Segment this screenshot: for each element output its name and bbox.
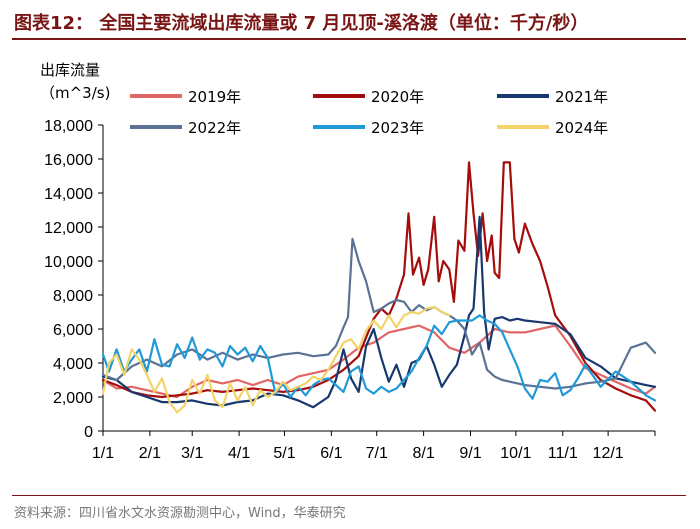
y-tick-label: 0 xyxy=(84,424,93,441)
series-line-5 xyxy=(101,314,657,402)
y-tick-label: 16,000 xyxy=(44,152,93,169)
x-tick-label: 1/1 xyxy=(92,445,114,462)
source-note: 资料来源：四川省水文水资源勘测中心，Wind，华泰研究 xyxy=(14,506,346,521)
footer-divider xyxy=(12,495,686,496)
x-tick-label: 3/1 xyxy=(181,445,203,462)
legend-label-4: 2022年 xyxy=(188,119,241,137)
y-tick-label: 14,000 xyxy=(44,186,93,203)
x-tick-label: 9/1 xyxy=(459,445,481,462)
axes: 0 2,000 4,000 6,000 8,000 10,000 12,000 14,000 1… xyxy=(44,118,656,462)
x-tick-label: 2/1 xyxy=(139,445,161,462)
x-tick-label: 11/1 xyxy=(548,445,578,462)
series-line-2 xyxy=(101,161,657,412)
series-line-4 xyxy=(101,237,657,390)
title-divider xyxy=(12,38,686,40)
y-tick-label: 2,000 xyxy=(53,390,93,407)
legend-label-1: 2019年 xyxy=(188,88,241,106)
series-group xyxy=(101,161,657,414)
x-tick-label: 7/1 xyxy=(366,445,388,462)
y-tick-label: 6,000 xyxy=(53,322,93,339)
chart-title: 图表12： 全国主要流域出库流量或 7 月见顶-溪洛渡（单位：千方/秒） xyxy=(14,13,589,34)
y-tick-label: 18,000 xyxy=(44,118,93,135)
legend: 2019年 2020年 2021年 2022年 2023年 2024年 xyxy=(130,88,608,137)
legend-label-6: 2024年 xyxy=(555,119,608,137)
x-tick-label: 6/1 xyxy=(320,445,342,462)
y-tick-label: 4,000 xyxy=(53,356,93,373)
y-tick-label: 12,000 xyxy=(44,220,93,237)
line-chart: 出库流量 （m^3/s) 0 2,000 4,000 6,000 8,000 10,000… xyxy=(40,61,657,462)
y-tick-label: 8,000 xyxy=(53,288,93,305)
x-tick-label: 5/1 xyxy=(273,445,295,462)
x-tick-label: 12/1 xyxy=(593,445,624,462)
x-tick-label: 8/1 xyxy=(412,445,434,462)
x-tick-label: 4/1 xyxy=(228,445,250,462)
y-axis-label-line1: 出库流量 xyxy=(40,61,100,79)
legend-label-3: 2021年 xyxy=(555,88,608,106)
x-tick-label: 10/1 xyxy=(500,445,531,462)
series-line-6 xyxy=(101,305,451,414)
y-axis-label-group: 出库流量 （m^3/s) xyxy=(40,61,110,102)
y-tick-label: 10,000 xyxy=(44,254,93,271)
legend-label-2: 2020年 xyxy=(371,88,424,106)
series-line-3 xyxy=(101,215,657,409)
y-axis-label-line2: （m^3/s) xyxy=(40,84,110,102)
legend-label-5: 2023年 xyxy=(371,119,424,137)
